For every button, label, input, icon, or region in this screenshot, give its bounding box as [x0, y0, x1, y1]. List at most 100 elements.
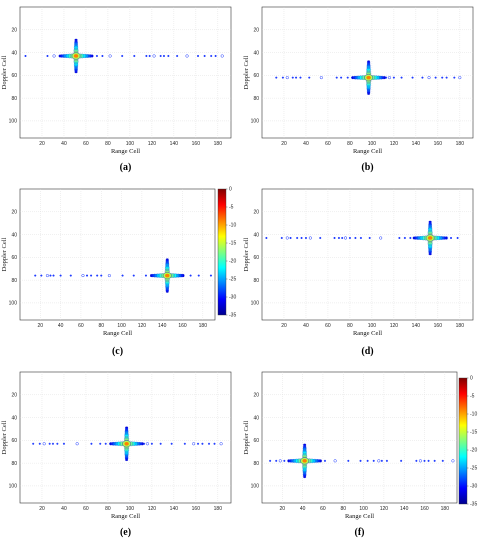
- x-axis-label: Range Cell: [111, 513, 140, 520]
- plot-area: [19, 188, 216, 321]
- sidelobe-point: [333, 459, 337, 463]
- sidelobe-point: [159, 442, 162, 445]
- x-tick-label: 120: [390, 323, 399, 329]
- sidelobe-point: [300, 236, 303, 240]
- y-tick-label: 80: [253, 278, 259, 284]
- x-axis-label: Range Cell: [111, 148, 140, 155]
- sidelobe-point: [427, 76, 431, 80]
- sidelobe-point: [48, 442, 51, 445]
- sidelobe-point: [132, 274, 135, 277]
- x-tick-label: 100: [359, 506, 368, 512]
- x-tick-label: 80: [347, 323, 353, 329]
- sidelobe-point: [46, 54, 49, 58]
- sidelobe-point: [296, 236, 299, 240]
- x-tick-label: 40: [300, 506, 306, 512]
- sidelobe-point: [343, 236, 348, 240]
- sidelobe-point: [319, 236, 322, 240]
- x-axis-label: Range Cell: [103, 330, 132, 337]
- sidelobe-point: [150, 442, 153, 445]
- sidelobe-point: [85, 274, 89, 277]
- sidelobe-point: [90, 274, 93, 277]
- colorbar-tick-label: 0: [470, 376, 473, 382]
- sidelobe-point: [299, 76, 302, 79]
- sidelobe-point: [203, 54, 206, 58]
- x-tick-label: 120: [390, 141, 399, 147]
- target-peak: [366, 75, 371, 80]
- sidelobe-point: [265, 236, 268, 240]
- target-peak: [73, 54, 79, 58]
- sidelobe-point: [170, 442, 173, 445]
- x-axis-label: Range Cell: [345, 513, 374, 520]
- y-tick-label: 80: [11, 96, 17, 102]
- sidelobe-point: [354, 236, 357, 240]
- sidelobe-point: [348, 236, 351, 240]
- sidelobe-point: [108, 54, 112, 58]
- y-tick-label: 80: [253, 461, 259, 467]
- sidelobe-point: [366, 459, 369, 462]
- sidelobe-point: [400, 459, 403, 462]
- y-tick-label: 80: [253, 96, 259, 102]
- sidelobe-point: [162, 54, 166, 58]
- sidelobe-point: [379, 236, 383, 240]
- x-axis-label: Range Cell: [353, 330, 382, 337]
- x-tick-label: 100: [126, 506, 135, 512]
- panel-label: (d): [361, 346, 373, 357]
- y-tick-label: 100: [9, 301, 18, 307]
- sidelobe-point: [308, 76, 311, 79]
- panel-label: (a): [120, 162, 132, 173]
- x-tick-label: 160: [434, 141, 443, 147]
- x-tick-label: 40: [58, 323, 64, 329]
- sidelobe-point: [49, 274, 52, 277]
- sidelobe-point: [219, 442, 223, 446]
- x-tick-label: 80: [105, 141, 111, 147]
- colorbar-tick-label: -35: [229, 313, 236, 319]
- x-tick-label: 140: [170, 141, 179, 147]
- panel-label: (b): [361, 162, 373, 173]
- x-tick-label: 120: [148, 506, 157, 512]
- x-tick-label: 180: [456, 323, 465, 329]
- sidelobe-point: [107, 274, 111, 278]
- target-peak: [427, 236, 433, 240]
- sidelobe-point: [280, 236, 283, 240]
- colorbar-tick-label: -15: [470, 430, 477, 436]
- chart-panel-c: 20 40 60 80 100 120 140 160 18020406080100Range …: [1, 188, 216, 357]
- sidelobe-point: [441, 76, 444, 79]
- x-tick-label: 100: [368, 141, 377, 147]
- x-tick-label: 160: [178, 323, 187, 329]
- sidelobe-point: [385, 459, 388, 462]
- colorbar-tick-label: -10: [229, 223, 236, 229]
- y-tick-label: 40: [253, 50, 259, 56]
- colorbar-tick-label: -5: [229, 205, 234, 211]
- sidelobe-point: [183, 442, 186, 445]
- sidelobe-point: [285, 76, 289, 80]
- x-tick-label: 100: [126, 141, 135, 147]
- sidelobe-point: [340, 76, 343, 79]
- y-tick-label: 100: [9, 484, 18, 490]
- colorbar-tick-label: -35: [470, 502, 477, 508]
- sidelobe-point: [421, 76, 424, 79]
- sidelobe-point: [409, 236, 412, 240]
- y-tick-label: 20: [11, 28, 17, 34]
- sidelobe-point: [449, 236, 453, 240]
- y-tick-label: 20: [11, 393, 17, 399]
- y-tick-label: 40: [11, 232, 17, 238]
- sidelobe-point: [145, 54, 148, 58]
- colorbar-gradient: [217, 188, 227, 316]
- sidelobe-point: [56, 442, 59, 445]
- sidelobe-point: [445, 76, 448, 79]
- sidelobe-point: [24, 54, 27, 58]
- sidelobe-point: [51, 442, 55, 445]
- colorbar-tick-label: -30: [470, 484, 477, 490]
- y-tick-label: 40: [253, 415, 259, 421]
- y-tick-label: 100: [251, 119, 260, 125]
- x-tick-label: 180: [214, 141, 223, 147]
- sidelobe-point: [121, 54, 124, 58]
- sidelobe-point: [144, 274, 147, 277]
- sidelobe-point: [281, 76, 284, 79]
- sidelobe-point: [319, 76, 323, 80]
- sidelobe-point: [400, 76, 403, 79]
- sidelobe-point: [40, 274, 43, 277]
- sidelobe-point: [209, 274, 212, 277]
- x-tick-label: 80: [347, 141, 353, 147]
